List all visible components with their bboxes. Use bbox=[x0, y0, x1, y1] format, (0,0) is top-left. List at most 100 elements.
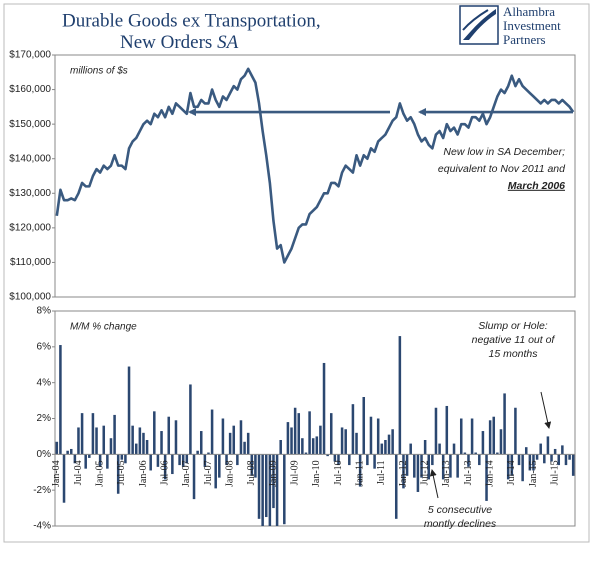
x-tick-label: Jul-15 bbox=[549, 460, 560, 485]
bar bbox=[481, 431, 485, 455]
y-tick-label: $120,000 bbox=[9, 222, 51, 233]
x-tick-label: Jul-08 bbox=[246, 460, 257, 485]
y-tick-label: -4% bbox=[33, 521, 51, 532]
annotation: Slump or Hole: bbox=[478, 320, 548, 332]
bar bbox=[250, 454, 254, 476]
bar bbox=[254, 454, 257, 478]
bar bbox=[290, 427, 293, 455]
bar bbox=[510, 454, 514, 476]
x-tick-label: Jul-10 bbox=[333, 460, 344, 485]
bar bbox=[326, 454, 329, 457]
bar bbox=[142, 432, 145, 455]
y-tick-label: $100,000 bbox=[9, 292, 51, 303]
y-tick-label: 0% bbox=[37, 449, 52, 460]
bar bbox=[420, 454, 423, 478]
bar bbox=[535, 454, 539, 460]
bar bbox=[351, 404, 355, 455]
data-line bbox=[55, 67, 575, 264]
x-tick-label: Jul-07 bbox=[203, 460, 214, 485]
y-tick-label: $140,000 bbox=[9, 153, 51, 164]
bar bbox=[409, 443, 412, 455]
x-tick-label: Jul-13 bbox=[463, 460, 474, 485]
bar bbox=[449, 454, 452, 478]
bar bbox=[528, 454, 532, 471]
bar bbox=[221, 418, 225, 455]
bar bbox=[283, 454, 286, 525]
bar bbox=[517, 454, 521, 466]
chart-title: New Orders SA bbox=[120, 32, 239, 53]
bar bbox=[358, 454, 362, 487]
bar bbox=[391, 429, 394, 455]
x-tick-label: Jan-07 bbox=[181, 460, 192, 487]
bar bbox=[84, 454, 87, 469]
bar bbox=[550, 454, 553, 462]
bar bbox=[369, 416, 373, 455]
bar bbox=[514, 407, 517, 455]
bar bbox=[163, 454, 167, 480]
bar bbox=[301, 438, 304, 455]
bar bbox=[199, 431, 203, 455]
bar bbox=[207, 452, 210, 455]
bar bbox=[297, 413, 301, 455]
bar bbox=[546, 436, 550, 455]
bar bbox=[174, 420, 178, 455]
bar bbox=[243, 441, 246, 455]
bar bbox=[485, 454, 488, 501]
bar bbox=[203, 454, 207, 467]
bar bbox=[73, 454, 77, 464]
bar bbox=[459, 418, 463, 455]
bar bbox=[413, 454, 416, 478]
outer-frame bbox=[3, 3, 590, 543]
x-tick-label: Jul-11 bbox=[376, 460, 387, 485]
bar bbox=[506, 454, 510, 480]
bar bbox=[225, 454, 228, 466]
bar bbox=[134, 443, 138, 455]
bar bbox=[564, 454, 568, 466]
bar bbox=[239, 420, 243, 455]
bar bbox=[322, 362, 326, 455]
bar bbox=[109, 438, 113, 455]
bar bbox=[543, 454, 546, 464]
chart-title-emphasis: SA bbox=[217, 32, 239, 53]
bar bbox=[380, 443, 384, 455]
logo-text: Investment bbox=[503, 18, 561, 33]
bar bbox=[210, 409, 214, 455]
bar bbox=[405, 454, 409, 476]
panel-note: millions of $s bbox=[70, 66, 128, 77]
bar bbox=[167, 416, 171, 455]
bar bbox=[355, 432, 358, 455]
y-tick-label: $150,000 bbox=[9, 119, 51, 130]
bar bbox=[521, 454, 524, 482]
bar bbox=[181, 454, 185, 467]
bar bbox=[557, 454, 561, 466]
bar bbox=[344, 429, 347, 455]
bar bbox=[387, 434, 391, 455]
bar bbox=[333, 454, 337, 462]
y-tick-label: -2% bbox=[33, 485, 51, 496]
y-tick-label: $170,000 bbox=[9, 50, 51, 61]
y-tick-label: 2% bbox=[37, 413, 52, 424]
bar bbox=[427, 454, 431, 480]
bar bbox=[441, 454, 445, 480]
bar bbox=[438, 443, 441, 455]
bar bbox=[178, 454, 181, 466]
bar bbox=[272, 454, 275, 509]
x-tick-label: Jul-14 bbox=[506, 460, 517, 485]
bar bbox=[185, 454, 189, 464]
bar bbox=[532, 454, 535, 471]
bar bbox=[232, 425, 236, 455]
logo-text: Alhambra bbox=[503, 4, 555, 19]
bar bbox=[445, 405, 449, 455]
annotation: New low in SA December; bbox=[443, 146, 565, 158]
bar bbox=[340, 427, 344, 455]
x-tick-label: Jul-06 bbox=[159, 460, 170, 485]
bar bbox=[192, 454, 196, 500]
annotation-arrow bbox=[540, 391, 552, 429]
bar bbox=[69, 448, 73, 455]
x-tick-label: Jan-09 bbox=[268, 460, 279, 487]
annotation: montly declines bbox=[424, 518, 497, 530]
bar bbox=[315, 436, 319, 455]
bar bbox=[98, 454, 102, 467]
bar bbox=[492, 416, 496, 455]
